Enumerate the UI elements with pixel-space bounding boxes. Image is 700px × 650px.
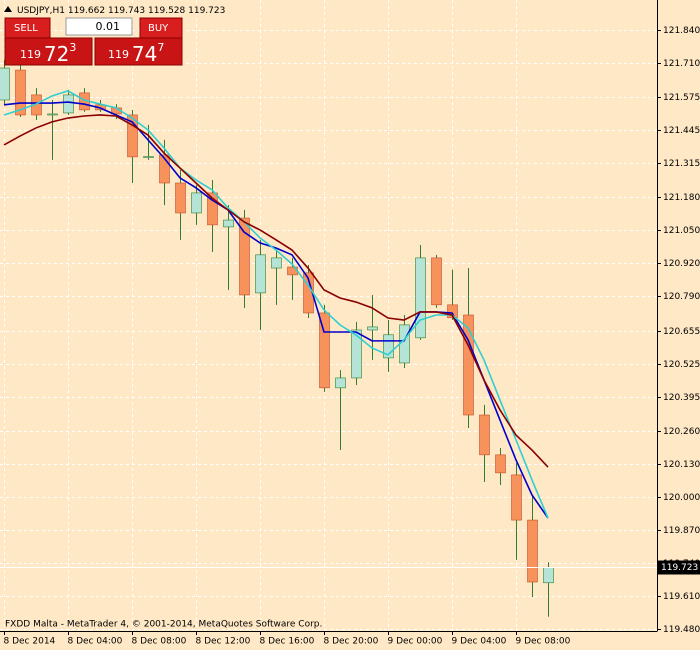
current-price-box bbox=[658, 560, 700, 575]
buy-price-box[interactable] bbox=[94, 37, 183, 66]
candle-body bbox=[463, 314, 474, 416]
x-tick-label: 8 Dec 08:00 bbox=[132, 637, 187, 647]
y-tick-label: 120.130 bbox=[663, 460, 700, 470]
candle-body bbox=[159, 154, 170, 184]
ma-line bbox=[3, 114, 549, 468]
axes: 121.840 121.710 121.575 121.445 121.315 121.1… bbox=[4, 26, 700, 647]
lot-input[interactable] bbox=[65, 17, 133, 36]
ma-line bbox=[3, 89, 549, 519]
candle-body bbox=[351, 329, 362, 379]
y-tick-label: 121.445 bbox=[663, 126, 700, 136]
ma-line bbox=[3, 101, 549, 519]
candle-body bbox=[239, 217, 250, 296]
candle-body bbox=[367, 326, 378, 331]
y-tick-label: 121.180 bbox=[663, 193, 700, 203]
collapse-arrow[interactable] bbox=[4, 6, 12, 12]
sell-price-box[interactable] bbox=[4, 37, 93, 66]
y-tick-label: 120.395 bbox=[663, 393, 700, 403]
low-value: 119.528 bbox=[148, 6, 185, 16]
high-value: 119.743 bbox=[108, 6, 145, 16]
sell-price-main: 72 bbox=[44, 42, 69, 66]
sell-price-sup: 3 bbox=[69, 41, 76, 54]
candle-body bbox=[319, 312, 330, 389]
candle-body bbox=[63, 94, 74, 114]
candle-body bbox=[447, 304, 458, 319]
candle-body bbox=[175, 182, 186, 214]
buy-price: 119 747 bbox=[108, 41, 164, 66]
x-tick-label: 8 Dec 04:00 bbox=[68, 637, 123, 647]
buy-price-sup: 7 bbox=[157, 41, 164, 54]
candle-body bbox=[191, 192, 202, 214]
y-tick-label: 120.260 bbox=[663, 427, 700, 437]
sell-label: SELL bbox=[14, 23, 38, 34]
x-tick-label: 8 Dec 20:00 bbox=[324, 637, 379, 647]
current-price-label: 119.723 bbox=[661, 563, 698, 573]
candle-body bbox=[399, 324, 410, 364]
x-tick-label: 8 Dec 12:00 bbox=[196, 637, 251, 647]
sell-price-big: 119 bbox=[20, 48, 41, 61]
buy-price-big: 119 bbox=[108, 48, 129, 61]
y-tick-label: 121.315 bbox=[663, 159, 700, 169]
x-tick-label: 9 Dec 00:00 bbox=[388, 637, 443, 647]
x-tick-label: 9 Dec 04:00 bbox=[452, 637, 507, 647]
y-tick-label: 120.655 bbox=[663, 327, 700, 337]
candle-body bbox=[415, 257, 426, 339]
y-tick-label: 120.790 bbox=[663, 292, 700, 302]
y-tick-label: 120.920 bbox=[663, 259, 700, 269]
chart-header: USDJPY,H1 119.662 119.743 119.528 119.72… bbox=[17, 6, 225, 16]
y-tick-label: 120.000 bbox=[663, 493, 700, 503]
y-tick-label: 120.525 bbox=[663, 360, 700, 370]
y-tick-label: 121.050 bbox=[663, 226, 700, 236]
candle-body bbox=[255, 254, 266, 294]
candle-body bbox=[223, 219, 234, 228]
candle-body bbox=[527, 519, 538, 583]
footer: FXDD Malta - MetaTrader 4, © 2001-2014, … bbox=[5, 620, 322, 630]
y-tick-label: 119.610 bbox=[663, 592, 700, 602]
candle-body bbox=[543, 566, 554, 584]
candle-body bbox=[47, 113, 58, 116]
candle-body bbox=[271, 257, 282, 269]
candle-body bbox=[143, 156, 154, 158]
candle-body bbox=[431, 257, 442, 306]
candle-body bbox=[495, 454, 506, 474]
symbol: USDJPY,H1 bbox=[17, 6, 65, 16]
x-tick-label: 8 Dec 16:00 bbox=[260, 637, 315, 647]
buy-label: BUY bbox=[148, 23, 169, 34]
y-tick-label: 121.575 bbox=[663, 93, 700, 103]
candle-body bbox=[511, 474, 522, 521]
sell-price: 119 723 bbox=[20, 41, 76, 66]
y-tick-label: 121.840 bbox=[663, 26, 700, 36]
x-tick-label: 9 Dec 08:00 bbox=[516, 637, 571, 647]
trade-panel: SELL 0.01 BUY 119 723 119 747 bbox=[4, 17, 183, 66]
candle-body bbox=[383, 334, 394, 359]
candle-body bbox=[0, 67, 10, 101]
candle-body bbox=[127, 114, 138, 158]
candle-body bbox=[479, 414, 490, 456]
grid bbox=[0, 0, 657, 631]
plot bbox=[0, 54, 657, 617]
y-tick-label: 119.480 bbox=[663, 625, 700, 635]
y-tick-label: 121.710 bbox=[663, 59, 700, 69]
close-value: 119.723 bbox=[188, 6, 225, 16]
candle-body bbox=[335, 377, 346, 389]
y-tick-label: 119.870 bbox=[663, 526, 700, 536]
lot-value: 0.01 bbox=[96, 20, 121, 33]
candle-body bbox=[15, 69, 26, 116]
open-value: 119.662 bbox=[68, 6, 105, 16]
buy-price-main: 74 bbox=[132, 42, 157, 66]
candle-body bbox=[207, 192, 218, 226]
x-tick-label: 8 Dec 2014 bbox=[4, 637, 56, 647]
